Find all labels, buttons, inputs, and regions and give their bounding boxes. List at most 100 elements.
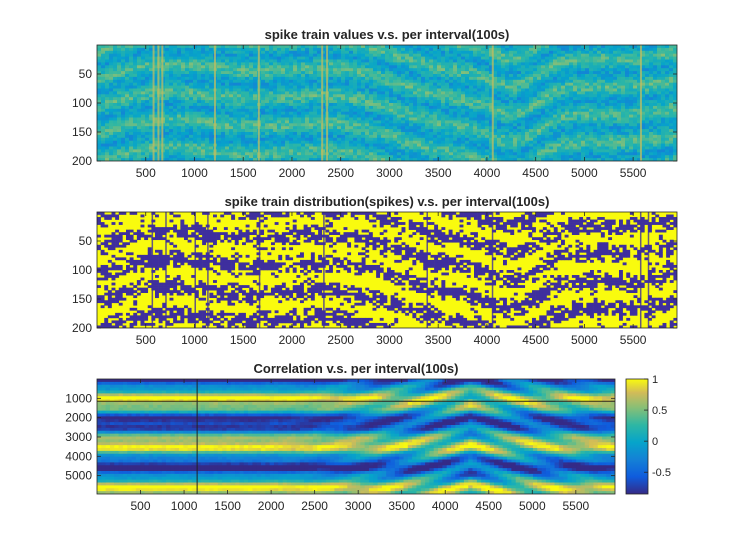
heatmap-cell [189, 47, 194, 52]
heatmap-cell [97, 134, 102, 139]
heatmap-cell [425, 140, 430, 144]
heatmap-cell [205, 68, 210, 72]
heatmap-cell [553, 129, 558, 133]
heatmap-cell [221, 91, 226, 95]
heatmap-cell [121, 152, 126, 156]
heatmap-cell [117, 74, 122, 78]
heatmap-cell [105, 146, 110, 150]
heatmap-cell [549, 146, 554, 150]
heatmap-cell [341, 88, 346, 92]
heatmap-cell [129, 50, 134, 55]
heatmap-cell [493, 76, 498, 81]
heatmap-cell [317, 53, 322, 57]
heatmap-cell [405, 45, 410, 49]
heatmap-cell [457, 56, 462, 60]
heatmap-cell [477, 100, 482, 104]
heatmap-cell [177, 132, 182, 136]
heatmap-cell [445, 71, 450, 75]
heatmap-cell [405, 155, 410, 159]
heatmap-cell [217, 79, 222, 84]
heatmap-cell [141, 91, 146, 95]
heatmap-cell [277, 152, 282, 156]
heatmap-cell [269, 114, 274, 118]
heatmap-cell [169, 91, 174, 95]
heatmap-cell [501, 126, 506, 130]
heatmap-cell [317, 85, 322, 89]
heatmap-cell [521, 62, 526, 66]
heatmap-cell [341, 45, 346, 49]
heatmap-cell [241, 94, 246, 98]
heatmap-cell [253, 126, 258, 130]
heatmap-cell [585, 62, 590, 66]
heatmap-cell [353, 74, 358, 78]
heatmap-cell [525, 108, 530, 113]
heatmap-cell [361, 132, 366, 136]
heatmap-cell [105, 149, 110, 153]
heatmap-cell [177, 47, 182, 52]
heatmap-cell [337, 105, 342, 110]
heatmap-cell [193, 50, 198, 55]
heatmap-cell [277, 100, 282, 104]
heatmap-cell [545, 56, 550, 60]
heatmap-cell [277, 50, 282, 55]
heatmap-cell [293, 134, 298, 139]
heatmap-cell [169, 132, 174, 136]
heatmap-cell [233, 123, 238, 127]
heatmap-cell [137, 79, 142, 84]
heatmap-cell [253, 134, 258, 139]
heatmap-cell [465, 97, 470, 101]
heatmap-cell [281, 79, 286, 84]
heatmap-cell [469, 123, 474, 127]
heatmap-cell [525, 79, 530, 84]
heatmap-cell [453, 111, 458, 115]
heatmap-cell [509, 100, 514, 104]
heatmap-cell [441, 123, 446, 127]
heatmap-cell [385, 45, 390, 49]
heatmap-cell [341, 53, 346, 57]
heatmap-cell [277, 158, 282, 161]
heatmap-cell [201, 105, 206, 110]
heatmap-cell [373, 117, 378, 121]
heatmap-cell [341, 140, 346, 144]
heatmap-cell [501, 91, 506, 95]
heatmap-cell [253, 155, 258, 159]
heatmap-cell [265, 71, 270, 75]
heatmap-cell [177, 82, 182, 86]
heatmap-cell [125, 132, 130, 136]
heatmap-cell [485, 111, 490, 115]
heatmap-cell [433, 111, 438, 115]
heatmap-cell [145, 76, 150, 81]
heatmap-cell [313, 68, 318, 72]
heatmap-cell [457, 94, 462, 98]
heatmap-cell [281, 114, 286, 118]
heatmap-cell [485, 76, 490, 81]
heatmap-cell [149, 71, 154, 75]
heatmap-cell [369, 108, 374, 113]
heatmap-cell [421, 50, 426, 55]
heatmap-cell [585, 155, 590, 159]
heatmap-cell [277, 65, 282, 69]
heatmap-cell [245, 97, 250, 101]
heatmap-cell [581, 56, 586, 60]
heatmap-cell [129, 155, 134, 159]
heatmap-cell [329, 143, 334, 147]
heatmap-cell [545, 105, 550, 110]
heatmap-cell [397, 100, 402, 104]
heatmap-cell [229, 91, 234, 95]
heatmap-cell [449, 149, 454, 153]
heatmap-cell [141, 134, 146, 139]
heatmap-cell [189, 71, 194, 75]
heatmap-cell [233, 50, 238, 55]
heatmap-cell [469, 56, 474, 60]
heatmap-cell [441, 105, 446, 110]
heatmap-cell [377, 74, 382, 78]
heatmap-cell [465, 45, 470, 49]
heatmap-cell [121, 53, 126, 57]
heatmap-cell [557, 65, 562, 69]
heatmap-cell [461, 71, 466, 75]
heatmap-cell [109, 97, 114, 101]
heatmap-cell [105, 68, 110, 72]
heatmap-cell [261, 45, 266, 49]
heatmap-cell [433, 143, 438, 147]
heatmap-cell [97, 149, 102, 153]
